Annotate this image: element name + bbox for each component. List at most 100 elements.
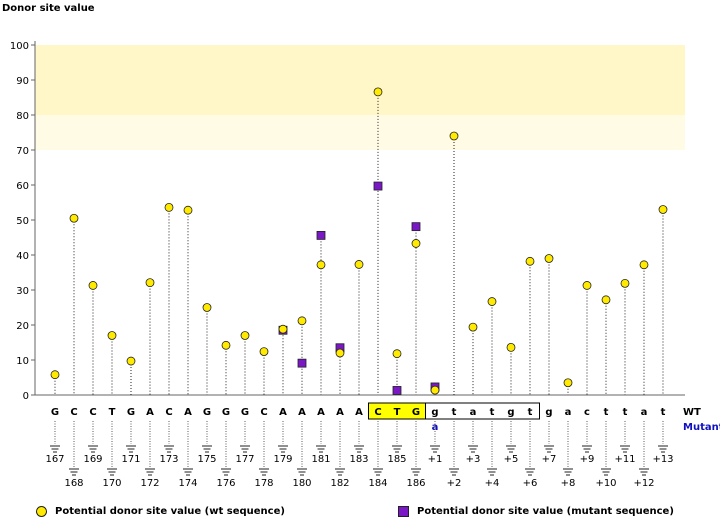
y-tick-label: 80 xyxy=(16,111,29,122)
mutant-base-letter: a xyxy=(432,422,439,433)
position-label: +5 xyxy=(504,454,519,465)
base-letter: A xyxy=(184,407,192,418)
legend-wt-label: Potential donor site value (wt sequence) xyxy=(55,506,285,517)
position-label: 172 xyxy=(140,478,159,489)
wt-point xyxy=(202,303,212,312)
mutant-point xyxy=(411,222,421,232)
position-label: 168 xyxy=(64,478,83,489)
position-label: 183 xyxy=(349,454,368,465)
base-letter: G xyxy=(241,407,249,418)
base-letter: G xyxy=(222,407,230,418)
base-letter: g xyxy=(507,407,514,418)
base-letter: c xyxy=(584,407,590,418)
wt-point xyxy=(620,278,630,288)
base-letter: t xyxy=(528,407,533,418)
mutant-row-label: Mutant xyxy=(683,422,720,433)
base-letter: G xyxy=(127,407,135,418)
position-label: 179 xyxy=(273,454,292,465)
y-tick-label: 50 xyxy=(16,216,29,227)
wt-point xyxy=(259,347,269,357)
wt-point xyxy=(487,297,497,306)
wt-point xyxy=(88,281,98,290)
base-letter: g xyxy=(545,407,552,418)
position-label: +9 xyxy=(580,454,595,465)
wt-point xyxy=(639,260,649,270)
base-letter: G xyxy=(51,407,59,418)
y-tick-label: 40 xyxy=(16,251,29,262)
base-letter: C xyxy=(165,407,172,418)
mutant-point xyxy=(316,230,326,240)
y-tick-label: 100 xyxy=(10,41,29,52)
y-tick-label: 10 xyxy=(16,356,29,367)
position-label: 182 xyxy=(330,478,349,489)
wt-point xyxy=(69,213,79,223)
wt-point xyxy=(164,202,174,212)
base-letter: t xyxy=(623,407,628,418)
base-letter: G xyxy=(412,407,420,418)
position-label: +6 xyxy=(523,478,538,489)
position-label: 174 xyxy=(178,478,197,489)
wt-point xyxy=(658,205,668,214)
mutant-point xyxy=(392,386,402,395)
base-letter: A xyxy=(279,407,287,418)
position-label: +12 xyxy=(633,478,654,489)
position-label: +13 xyxy=(652,454,673,465)
y-tick-label: 60 xyxy=(16,181,29,192)
base-letter: T xyxy=(394,407,401,418)
base-letter: G xyxy=(203,407,211,418)
wt-point xyxy=(373,87,383,97)
position-label: 177 xyxy=(235,454,254,465)
base-letter: A xyxy=(146,407,154,418)
base-letter: a xyxy=(565,407,572,418)
wt-row-label: WT xyxy=(683,407,701,418)
position-label: +8 xyxy=(561,478,576,489)
base-letter: A xyxy=(317,407,325,418)
wt-point xyxy=(601,295,611,305)
wt-point xyxy=(335,348,345,358)
wt-point xyxy=(392,349,402,359)
position-label: 175 xyxy=(197,454,216,465)
base-letter: a xyxy=(470,407,477,418)
wt-point xyxy=(544,254,554,263)
position-label: 176 xyxy=(216,478,235,489)
legend-wt-circle-icon xyxy=(36,506,47,517)
wt-point xyxy=(468,322,478,332)
position-label: +2 xyxy=(447,478,462,489)
wt-point xyxy=(525,256,535,266)
base-letter: t xyxy=(452,407,457,418)
exon-highlight xyxy=(368,402,426,420)
base-letter: a xyxy=(641,407,648,418)
y-axis-title: Donor site value xyxy=(2,3,95,14)
position-label: 169 xyxy=(83,454,102,465)
threshold-band-strong xyxy=(35,45,685,115)
position-label: +10 xyxy=(595,478,616,489)
position-label: 173 xyxy=(159,454,178,465)
threshold-band-weak xyxy=(35,115,685,150)
base-letter: T xyxy=(109,407,116,418)
position-label: 171 xyxy=(121,454,140,465)
wt-point xyxy=(126,356,136,366)
y-tick-label: 70 xyxy=(16,146,29,157)
wt-point xyxy=(183,205,193,215)
y-tick-label: 30 xyxy=(16,286,29,297)
wt-point xyxy=(582,281,592,290)
base-letter: g xyxy=(431,407,438,418)
wt-point xyxy=(316,260,326,270)
mutant-point xyxy=(297,358,307,368)
legend-mutant-square-icon xyxy=(398,506,409,517)
wt-point xyxy=(449,131,459,141)
wt-point xyxy=(221,340,231,350)
base-letter: C xyxy=(260,407,267,418)
y-tick-label: 90 xyxy=(16,76,29,87)
position-label: 185 xyxy=(387,454,406,465)
wt-point xyxy=(506,342,516,352)
base-letter: A xyxy=(336,407,344,418)
base-letter: t xyxy=(490,407,495,418)
base-letter: t xyxy=(604,407,609,418)
base-letter: t xyxy=(661,407,666,418)
y-tick-label: 20 xyxy=(16,321,29,332)
position-label: 180 xyxy=(292,478,311,489)
position-label: 167 xyxy=(45,454,64,465)
legend-mutant-label: Potential donor site value (mutant seque… xyxy=(417,506,674,517)
position-label: 181 xyxy=(311,454,330,465)
